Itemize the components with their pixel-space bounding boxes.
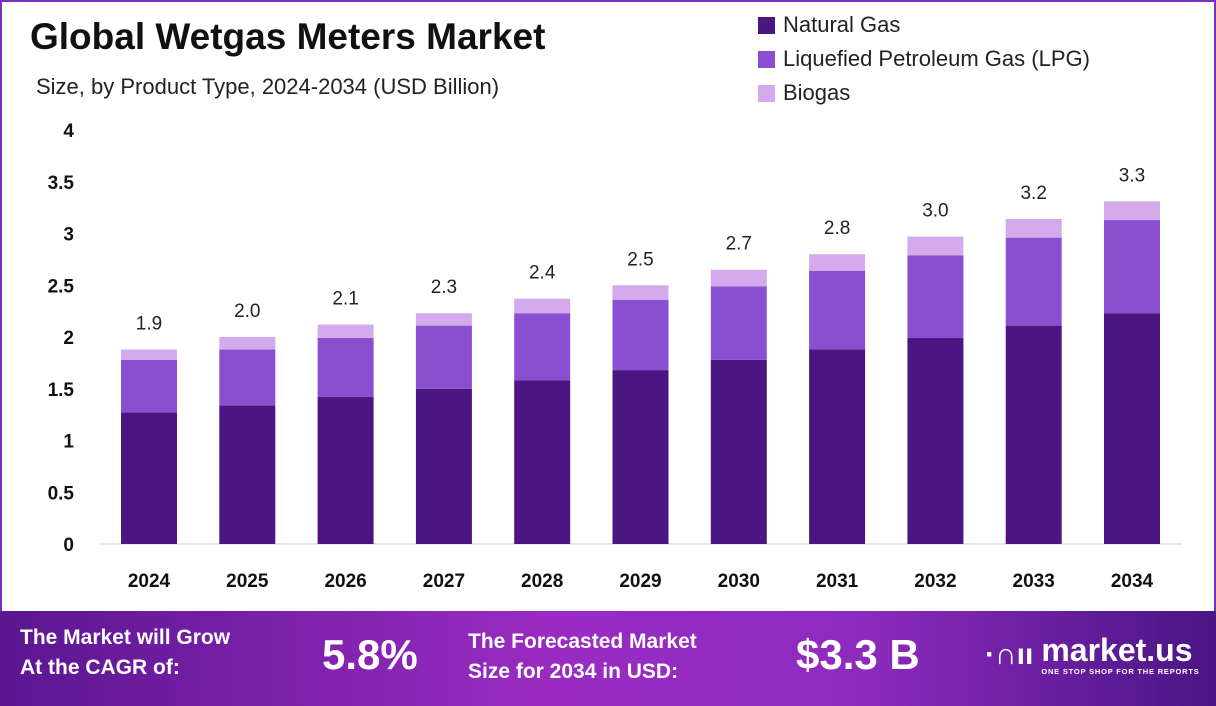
total-data-label: 1.9 [136, 313, 162, 334]
x-tick-label: 2026 [324, 571, 366, 592]
forecast-label-line1: The Forecasted Market [468, 630, 697, 653]
bar-segment-liquefied-petroleum-gas-lpg- [317, 338, 374, 398]
legend-label: Liquefied Petroleum Gas (LPG) [783, 46, 1090, 71]
bar-segment-natural-gas [1104, 313, 1160, 544]
legend-item-biogas: Biogas [758, 76, 1090, 110]
bar-segment-biogas [907, 236, 964, 256]
bar-segment-biogas [121, 349, 177, 360]
bar-segment-biogas [809, 254, 866, 271]
bar-segment-liquefied-petroleum-gas-lpg- [514, 313, 571, 381]
total-data-label: 2.8 [824, 218, 850, 239]
bar-segment-biogas [612, 285, 669, 300]
y-tick-label: 0 [63, 535, 74, 556]
cagr-value: 5.8% [322, 631, 418, 678]
y-tick-label: 2 [63, 328, 74, 349]
bar-segment-liquefied-petroleum-gas-lpg- [121, 359, 177, 413]
bar-segment-liquefied-petroleum-gas-lpg- [1104, 220, 1160, 314]
x-tick-label: 2033 [1013, 571, 1055, 592]
bar-segment-natural-gas [907, 338, 964, 544]
logo-tagline: ONE STOP SHOP FOR THE REPORTS [1041, 667, 1200, 676]
bar-segment-liquefied-petroleum-gas-lpg- [415, 325, 472, 389]
bar-segment-natural-gas [514, 380, 571, 544]
bar-segment-biogas [1104, 201, 1160, 221]
forecast-value: $3.3 B [796, 631, 920, 678]
x-tick-label: 2025 [226, 571, 269, 592]
chart-title: Global Wetgas Meters Market [30, 16, 546, 57]
bar-segment-natural-gas [317, 397, 374, 544]
total-data-label: 3.2 [1020, 183, 1046, 204]
x-tick-label: 2032 [914, 571, 956, 592]
legend-label: Natural Gas [783, 12, 901, 37]
y-tick-label: 3 [63, 225, 74, 246]
y-tick-label: 0.5 [48, 483, 75, 504]
y-tick-label: 1 [63, 432, 74, 453]
total-data-label: 2.1 [332, 289, 358, 310]
y-tick-label: 4 [63, 121, 74, 142]
bar-segment-biogas [415, 313, 472, 326]
bar-segment-natural-gas [809, 349, 866, 544]
cagr-label-line1: The Market will Grow [20, 626, 231, 649]
total-data-label: 3.3 [1119, 165, 1145, 186]
x-tick-label: 2024 [128, 571, 171, 592]
bar-segment-biogas [317, 324, 374, 339]
bar-segment-liquefied-petroleum-gas-lpg- [219, 349, 276, 406]
x-tick-label: 2027 [423, 571, 465, 592]
market-us-logo: ·∩ıı market.us ONE STOP SHOP FOR THE REP… [985, 633, 1200, 676]
x-tick-label: 2028 [521, 571, 563, 592]
logo-name: market.us [1041, 632, 1193, 668]
legend-item-lpg: Liquefied Petroleum Gas (LPG) [758, 42, 1090, 76]
x-tick-label: 2029 [619, 571, 661, 592]
forecast-label-line2: Size for 2034 in USD: [468, 660, 679, 683]
cagr-label: The Market will Grow At the CAGR of: [20, 623, 230, 683]
total-data-label: 3.0 [922, 201, 948, 222]
y-tick-label: 2.5 [48, 276, 75, 297]
legend-swatch [758, 84, 775, 102]
bar-segment-natural-gas [219, 405, 276, 544]
legend-label: Biogas [783, 80, 851, 105]
bar-segment-liquefied-petroleum-gas-lpg- [1005, 237, 1062, 326]
bar-segment-biogas [219, 337, 276, 350]
bar-segment-natural-gas [710, 359, 767, 544]
y-tick-label: 3.5 [48, 173, 75, 194]
cagr-label-line2: At the CAGR of: [20, 656, 180, 679]
bar-segment-liquefied-petroleum-gas-lpg- [809, 270, 866, 350]
y-tick-label: 1.5 [48, 380, 75, 401]
bar-segment-natural-gas [121, 412, 177, 544]
total-data-label: 2.0 [234, 301, 260, 322]
chart-subtitle: Size, by Product Type, 2024-2034 (USD Bi… [36, 74, 500, 99]
legend: Natural Gas Liquefied Petroleum Gas (LPG… [758, 8, 1090, 110]
total-data-label: 2.3 [431, 277, 457, 298]
bar-chart: 0 0.5 1 1.5 2 2.5 3 3.5 4 1.9 2024 2.0 2025 2.1 2026 2.… [48, 121, 1182, 592]
x-tick-label: 2034 [1111, 571, 1154, 592]
bar-segment-liquefied-petroleum-gas-lpg- [612, 299, 669, 371]
legend-item-natural-gas: Natural Gas [758, 8, 1090, 42]
footer-banner: The Market will Grow At the CAGR of: 5.8… [0, 611, 1216, 706]
bar-segment-liquefied-petroleum-gas-lpg- [710, 286, 767, 360]
bar-segment-natural-gas [612, 370, 669, 544]
bar-segment-biogas [514, 298, 571, 314]
logo-mark-icon: ·∩ıı [985, 637, 1034, 671]
x-tick-label: 2030 [718, 571, 760, 592]
total-data-label: 2.4 [529, 263, 556, 284]
bar-segment-biogas [1005, 219, 1062, 238]
total-data-label: 2.5 [627, 249, 653, 270]
x-tick-label: 2031 [816, 571, 859, 592]
bar-segment-liquefied-petroleum-gas-lpg- [907, 255, 964, 339]
total-data-label: 2.7 [726, 234, 752, 255]
bar-segment-biogas [710, 269, 767, 287]
legend-swatch [758, 16, 775, 34]
legend-swatch [758, 50, 775, 68]
bar-segment-natural-gas [1005, 325, 1062, 544]
bar-segment-natural-gas [415, 388, 472, 544]
forecast-label: The Forecasted Market Size for 2034 in U… [468, 627, 697, 687]
